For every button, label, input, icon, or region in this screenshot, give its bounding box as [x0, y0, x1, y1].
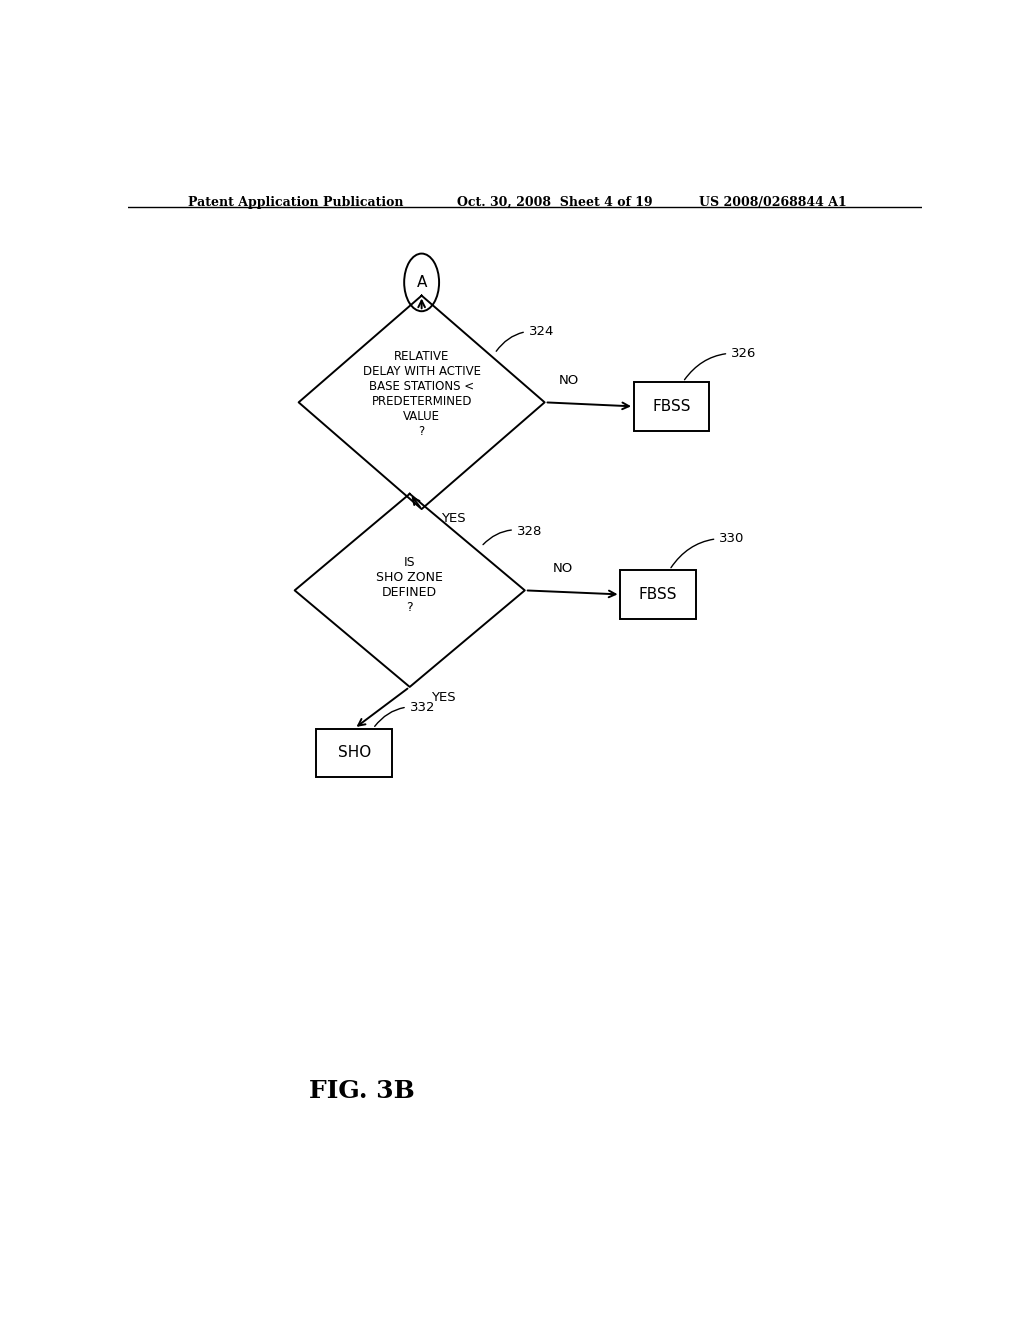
Text: 328: 328: [483, 525, 543, 545]
Text: FBSS: FBSS: [639, 587, 677, 602]
Text: 324: 324: [497, 325, 554, 351]
Text: US 2008/0268844 A1: US 2008/0268844 A1: [699, 195, 847, 209]
Text: FBSS: FBSS: [652, 399, 691, 414]
Text: 326: 326: [684, 347, 757, 380]
Text: NO: NO: [553, 562, 573, 576]
Text: NO: NO: [558, 374, 579, 387]
Text: FIG. 3B: FIG. 3B: [309, 1080, 415, 1104]
Text: YES: YES: [431, 690, 456, 704]
Bar: [316, 729, 392, 777]
Text: RELATIVE
DELAY WITH ACTIVE
BASE STATIONS <
PREDETERMINED
VALUE
?: RELATIVE DELAY WITH ACTIVE BASE STATIONS…: [362, 350, 480, 438]
Text: 330: 330: [671, 532, 744, 568]
Bar: [621, 570, 696, 619]
Text: IS
SHO ZONE
DEFINED
?: IS SHO ZONE DEFINED ?: [376, 556, 443, 614]
Text: YES: YES: [441, 512, 466, 525]
Text: 332: 332: [375, 701, 435, 726]
Text: Patent Application Publication: Patent Application Publication: [187, 195, 403, 209]
Bar: [634, 381, 710, 430]
Text: A: A: [417, 275, 427, 290]
Text: Oct. 30, 2008  Sheet 4 of 19: Oct. 30, 2008 Sheet 4 of 19: [458, 195, 653, 209]
Text: SHO: SHO: [338, 746, 371, 760]
